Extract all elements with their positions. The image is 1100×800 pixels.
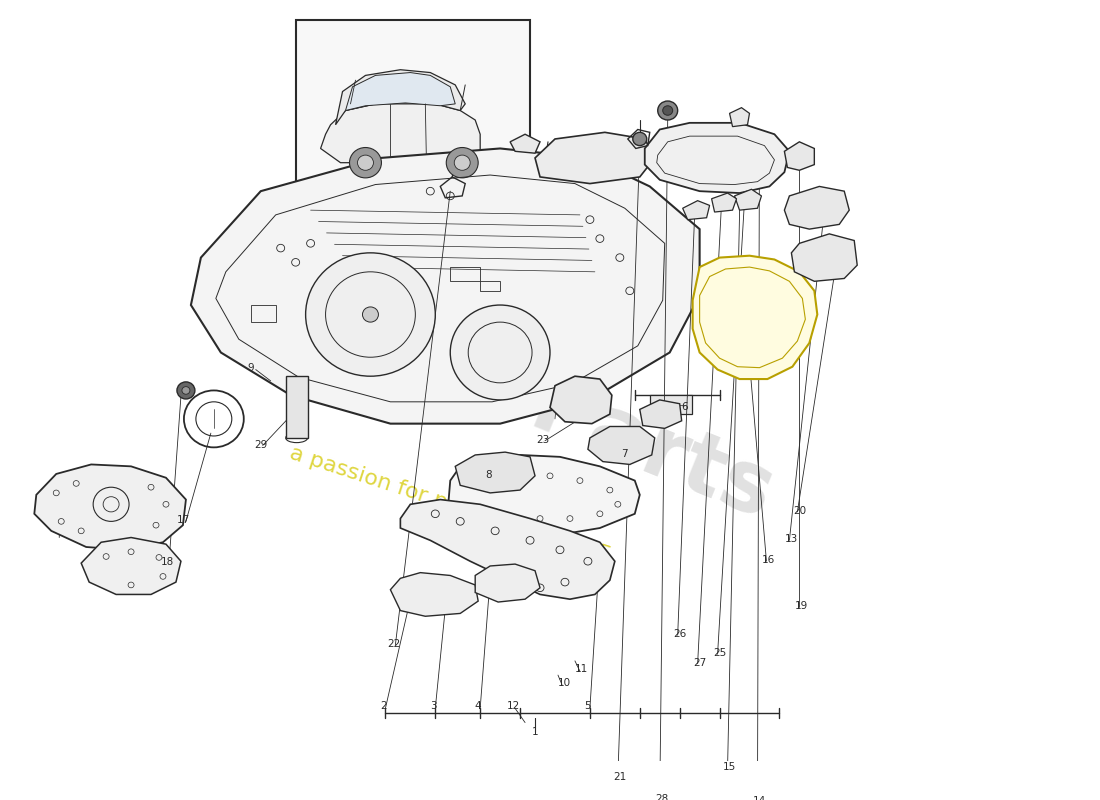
Circle shape (177, 382, 195, 399)
Polygon shape (81, 538, 180, 594)
Text: 21: 21 (613, 772, 626, 782)
Text: 3: 3 (430, 702, 437, 711)
Circle shape (447, 147, 478, 178)
Bar (481, 282, 500, 291)
Polygon shape (34, 465, 186, 550)
Text: 20: 20 (793, 506, 806, 516)
Text: 18: 18 (161, 557, 174, 567)
Text: 27: 27 (693, 658, 706, 668)
Circle shape (306, 253, 436, 376)
Text: a passion for parts since 1985: a passion for parts since 1985 (287, 442, 614, 566)
Polygon shape (791, 234, 857, 282)
Text: 15: 15 (723, 762, 736, 772)
Bar (650, 395, 692, 414)
Circle shape (182, 386, 190, 394)
Text: 17: 17 (177, 515, 190, 526)
Circle shape (450, 305, 550, 400)
Text: 12: 12 (506, 702, 519, 711)
Text: 1: 1 (531, 727, 538, 737)
Text: 10: 10 (558, 678, 571, 688)
Polygon shape (345, 73, 455, 110)
Text: 11: 11 (575, 665, 589, 674)
Polygon shape (712, 193, 737, 212)
Text: 14: 14 (752, 796, 766, 800)
Circle shape (632, 132, 647, 146)
Polygon shape (683, 201, 710, 220)
Polygon shape (191, 149, 700, 424)
Polygon shape (640, 400, 682, 428)
Text: 29: 29 (254, 439, 267, 450)
Circle shape (658, 101, 678, 120)
Text: 4: 4 (475, 702, 482, 711)
Text: 6: 6 (681, 402, 688, 411)
Polygon shape (336, 70, 465, 125)
Polygon shape (400, 499, 615, 599)
Text: 22: 22 (387, 638, 400, 649)
Polygon shape (390, 573, 478, 616)
Polygon shape (475, 564, 540, 602)
Text: 28: 28 (656, 794, 669, 800)
Polygon shape (784, 142, 814, 170)
Polygon shape (550, 376, 612, 424)
Polygon shape (587, 426, 654, 465)
Text: 5: 5 (584, 702, 591, 711)
Polygon shape (729, 108, 749, 126)
Polygon shape (510, 134, 540, 154)
Text: 16: 16 (762, 555, 776, 566)
Bar (450, 267, 481, 282)
Text: 7: 7 (621, 449, 628, 459)
Text: 2: 2 (381, 702, 387, 711)
Text: 26: 26 (673, 630, 686, 639)
Polygon shape (449, 455, 640, 534)
Polygon shape (645, 123, 790, 193)
Text: 8: 8 (485, 470, 492, 480)
Bar (251, 305, 276, 322)
Text: 9: 9 (248, 362, 254, 373)
Bar (286, 376, 308, 438)
Text: 13: 13 (784, 534, 798, 545)
Bar (296, 20, 530, 186)
Polygon shape (784, 186, 849, 229)
Circle shape (662, 106, 673, 115)
Circle shape (358, 155, 373, 170)
Polygon shape (455, 452, 535, 493)
Text: 19: 19 (794, 601, 808, 611)
Text: 25: 25 (713, 648, 726, 658)
Polygon shape (535, 132, 654, 183)
Circle shape (363, 307, 378, 322)
Polygon shape (693, 256, 817, 379)
Text: euroParts: euroParts (314, 282, 786, 537)
Circle shape (350, 147, 382, 178)
Polygon shape (735, 190, 761, 210)
Text: 23: 23 (537, 434, 550, 445)
Polygon shape (320, 101, 481, 162)
Circle shape (454, 155, 470, 170)
